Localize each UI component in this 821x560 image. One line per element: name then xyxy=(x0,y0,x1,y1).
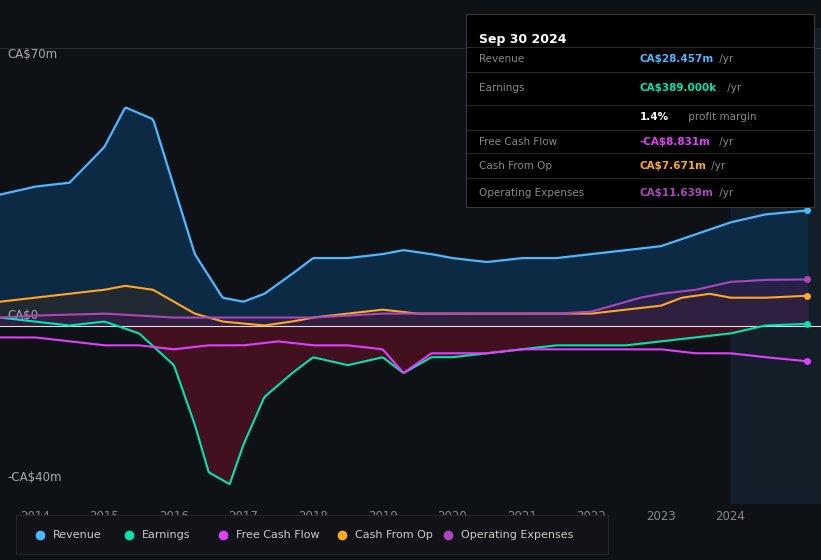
Text: CA$389.000k: CA$389.000k xyxy=(640,83,717,94)
Text: Cash From Op: Cash From Op xyxy=(479,161,553,171)
Text: 1.4%: 1.4% xyxy=(640,113,668,123)
Bar xyxy=(731,28,821,504)
Text: /yr: /yr xyxy=(716,188,733,198)
Text: Earnings: Earnings xyxy=(142,530,190,540)
Text: /yr: /yr xyxy=(716,54,733,64)
Text: Revenue: Revenue xyxy=(479,54,525,64)
Text: Sep 30 2024: Sep 30 2024 xyxy=(479,33,567,46)
Text: /yr: /yr xyxy=(724,83,741,94)
Text: Free Cash Flow: Free Cash Flow xyxy=(479,137,557,147)
Text: CA$28.457m: CA$28.457m xyxy=(640,54,713,64)
Text: -CA$8.831m: -CA$8.831m xyxy=(640,137,710,147)
Text: Cash From Op: Cash From Op xyxy=(355,530,433,540)
Text: CA$0: CA$0 xyxy=(7,309,38,321)
Text: Free Cash Flow: Free Cash Flow xyxy=(236,530,320,540)
Text: Operating Expenses: Operating Expenses xyxy=(479,188,585,198)
Text: profit margin: profit margin xyxy=(685,113,756,123)
Text: Operating Expenses: Operating Expenses xyxy=(461,530,573,540)
Text: CA$70m: CA$70m xyxy=(7,48,57,61)
Text: /yr: /yr xyxy=(716,137,733,147)
Text: /yr: /yr xyxy=(709,161,726,171)
Text: Revenue: Revenue xyxy=(53,530,102,540)
Text: CA$11.639m: CA$11.639m xyxy=(640,188,713,198)
Text: CA$7.671m: CA$7.671m xyxy=(640,161,707,171)
Text: Earnings: Earnings xyxy=(479,83,525,94)
Text: -CA$40m: -CA$40m xyxy=(7,471,62,484)
